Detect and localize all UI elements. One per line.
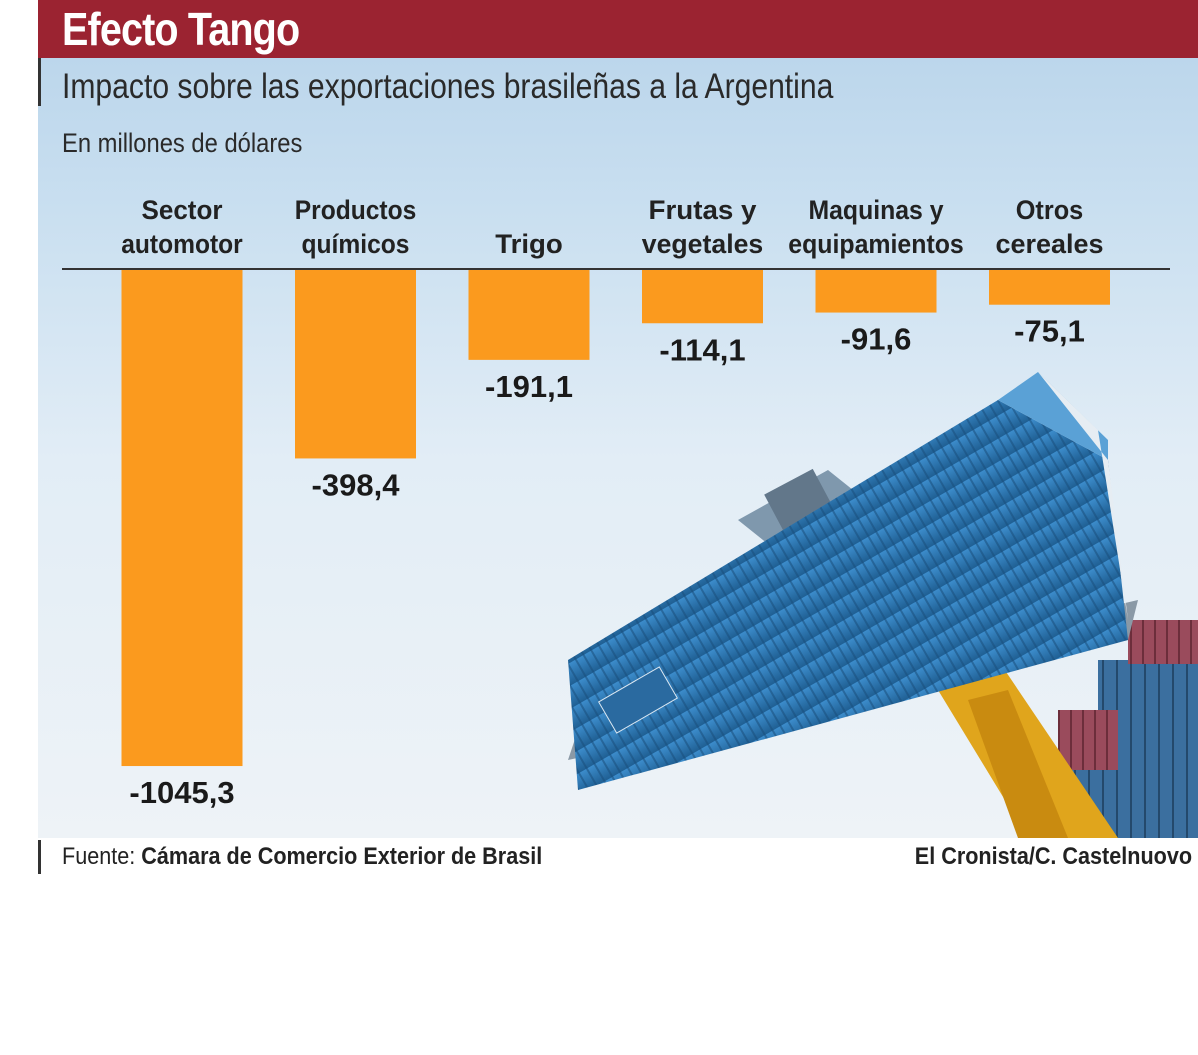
source-note: Fuente: Cámara de Comercio Exterior de B… <box>62 843 542 871</box>
stacked-containers-red <box>1128 620 1198 664</box>
subtitle-rule <box>38 58 41 106</box>
container-door <box>1038 372 1128 620</box>
category-label-5-0: Otros <box>1016 195 1084 225</box>
container-photo <box>568 372 1198 838</box>
bar-5 <box>989 269 1110 305</box>
chart-subtitle: Impacto sobre las exportaciones brasileñ… <box>62 67 834 106</box>
category-label-1-0: Productos <box>295 195 417 225</box>
bar-2 <box>468 269 590 360</box>
bar-3 <box>642 269 763 324</box>
stacked-containers-red-2 <box>1058 710 1118 770</box>
category-label-0-0: Sector <box>142 195 223 225</box>
category-label-3-0: Frutas y <box>649 195 757 225</box>
bar-4 <box>815 269 937 313</box>
bar-0 <box>121 269 243 767</box>
chart-title: Efecto Tango <box>62 3 300 55</box>
value-label-2: -191,1 <box>485 369 573 404</box>
value-label-5: -75,1 <box>1014 314 1085 349</box>
category-label-0-1: automotor <box>121 229 243 259</box>
category-label-3-1: vegetales <box>642 229 764 259</box>
value-label-1: -398,4 <box>312 467 401 502</box>
value-label-3: -114,1 <box>659 332 745 367</box>
units-label: En millones de dólares <box>62 128 303 158</box>
value-label-4: -91,6 <box>841 322 912 357</box>
container-logo <box>598 666 678 734</box>
category-label-5-1: cereales <box>996 229 1104 259</box>
bar-1 <box>295 269 416 459</box>
category-label-1-1: químicos <box>302 229 410 259</box>
bar-chart: -1045,3 Sector automotor -398,4 Productos quí… <box>62 195 1170 810</box>
credit: El Cronista/C. Castelnuovo <box>914 843 1192 870</box>
category-label-4-1: equipamientos <box>788 229 964 259</box>
category-label-2-1: Trigo <box>495 229 563 259</box>
title-bar <box>38 0 1198 58</box>
category-label-4-0: Maquinas y <box>809 195 944 225</box>
source-prefix: Fuente: <box>62 843 136 870</box>
value-label-0: -1045,3 <box>129 775 234 810</box>
source-name: Cámara de Comercio Exterior de Brasil <box>141 843 543 870</box>
shipping-container <box>568 400 1128 790</box>
footer-rule <box>38 840 41 874</box>
